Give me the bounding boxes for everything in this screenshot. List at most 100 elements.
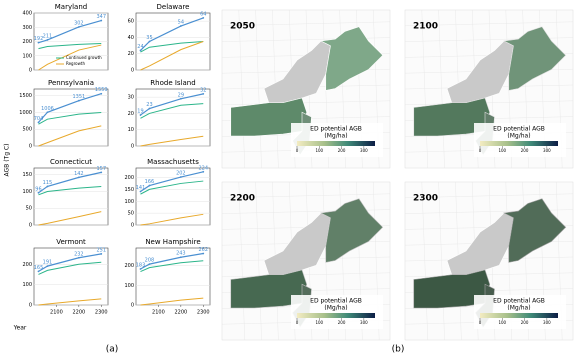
y-tick-label: 0 [29,144,32,150]
map-graticule [255,181,262,341]
data-label: 54 [178,20,184,26]
y-tick-label: 10 [128,127,134,133]
x-tick-label: 2300 [197,310,210,316]
chart-title: Connecticut [50,158,92,166]
data-label: 166 [145,179,155,185]
colorbar-tick-label: 200 [338,320,346,325]
data-point [77,256,80,259]
data-label: 224 [198,165,208,171]
series-line [38,111,102,125]
colorbar-tick-label: 200 [338,148,346,153]
map-graticule [404,193,574,198]
y-tick-label: 0 [131,303,134,309]
data-label: 302 [74,20,84,26]
data-label: 1559 [95,87,108,93]
colorbar-box [474,123,566,157]
map-graticule [438,181,445,341]
series-line [38,253,102,272]
y-tick-label: 100 [22,53,32,59]
map-graticule [221,272,391,277]
data-point [46,185,49,188]
data-point [77,99,80,102]
map-graticule [404,100,574,105]
plot-area [135,247,211,306]
y-axis-label: AGB (Tg C) [4,144,11,177]
y-tick-label: 0 [29,303,32,309]
map-graticule [238,9,245,169]
x-tick-label: 2100 [152,310,165,316]
y-tick-label: 100 [22,282,32,288]
series-line [140,93,204,116]
y-tick-label: 0 [131,68,134,74]
data-label: 208 [145,258,155,264]
y-tick-label: 100 [124,283,134,289]
colorbar-title: ED potential AGB [310,298,362,305]
data-label: 29 [178,92,184,98]
colorbar-tick-label: 300 [360,148,368,153]
series-line [140,297,204,306]
map-graticule [421,9,428,169]
colorbar-unit: (Mg/ha) [507,305,530,312]
series-line [38,125,102,147]
plot-area [33,167,109,226]
colorbar-tick-label: 100 [498,148,506,153]
data-point [202,92,205,95]
colorbar-unit: (Mg/ha) [324,305,347,312]
colorbar [480,313,558,318]
y-tick-label: 150 [22,172,32,178]
y-tick-label: 1500 [19,93,32,99]
chart-title: New Hampshire [145,238,200,246]
series-line [140,180,204,195]
y-tick-label: 100 [124,199,134,205]
data-label: 251 [96,247,106,253]
data-label: 1006 [41,106,54,112]
data-point [100,92,103,95]
data-point [179,176,182,178]
series-line [38,211,102,226]
colorbar-tick-label: 300 [360,320,368,325]
colorbar-tick-label: 300 [543,148,551,153]
series-line [140,103,204,119]
data-point [179,97,182,100]
colorbar-box [291,123,383,157]
y-tick-label: 0 [131,223,134,229]
data-label: 232 [74,251,84,257]
colorbar-box [474,295,566,329]
y-tick-label: 1000 [19,110,32,116]
y-tick-label: 50 [26,206,32,212]
data-point [100,253,103,255]
legend-label: Continued growth [66,55,102,60]
series-line [38,298,102,306]
map-graticule [221,21,391,26]
series-line [140,41,204,53]
data-point [77,26,80,28]
data-label: 141 [136,185,146,191]
data-point [46,111,49,114]
colorbar-tick-label: 0 [296,320,299,325]
series-line [140,41,204,71]
y-tick-label: 500 [22,127,32,133]
series-line [38,44,102,71]
map-panel: 2100 ED potential AGB(Mg/ha) 0 100 200 300 [404,9,574,169]
y-tick-label: 200 [22,262,32,268]
data-point [202,252,205,255]
colorbar [480,141,558,146]
x-tick-label: 2200 [174,310,187,316]
series-line [140,171,204,193]
y-tick-label: 200 [124,175,134,181]
data-point [148,184,151,187]
data-label: 262 [198,247,208,253]
data-label: 202 [176,171,186,177]
map-region [319,26,384,91]
series-line [38,185,102,196]
plot-area [135,167,211,226]
panel-label: (b) [392,345,405,355]
y-tick-label: 40 [128,35,134,41]
data-label: 211 [43,33,53,39]
data-point [202,170,205,173]
map-panel: 2300 ED potential AGB(Mg/ha) 0 100 200 300 [404,181,574,341]
colorbar [297,313,375,318]
data-label: 347 [96,14,106,20]
map-region [502,198,567,263]
